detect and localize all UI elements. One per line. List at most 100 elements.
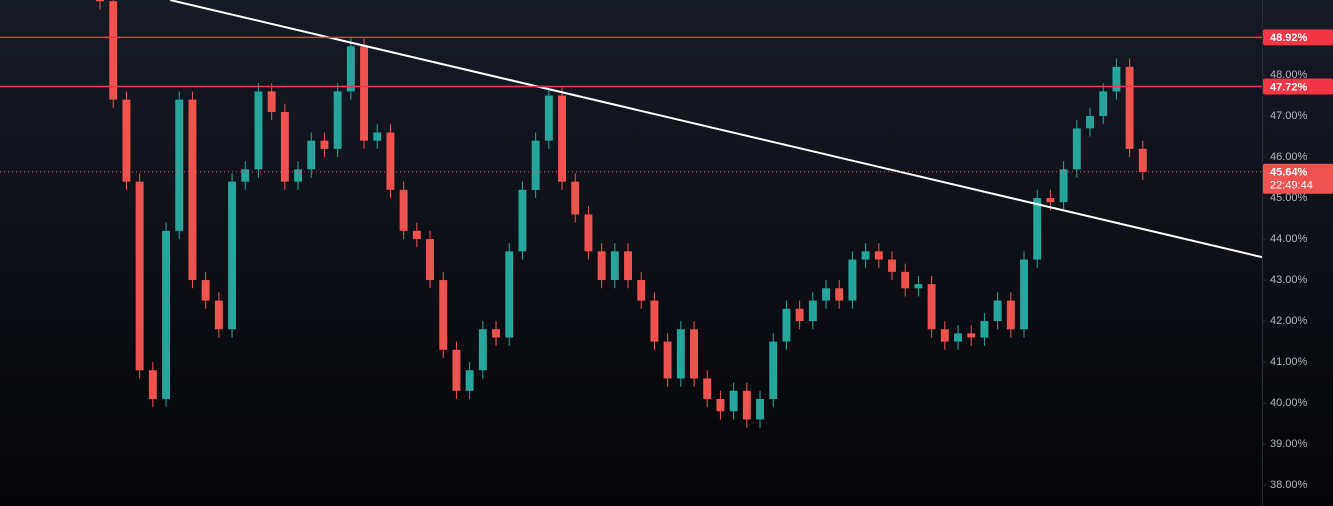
y-tick-label: 48.00% xyxy=(1270,69,1308,81)
candle-body xyxy=(307,140,316,170)
level-label: 47.72% xyxy=(1270,81,1308,93)
candle-body xyxy=(148,370,157,399)
candle-body xyxy=(558,95,566,182)
candle-body xyxy=(1112,66,1121,92)
candle-body xyxy=(452,349,461,391)
candle-body xyxy=(188,99,197,281)
candle-body xyxy=(756,398,764,420)
candle-body xyxy=(1125,66,1134,149)
candle-body xyxy=(584,214,593,252)
candle-body xyxy=(412,230,421,240)
candle-body xyxy=(571,181,580,215)
candle-body xyxy=(399,189,408,231)
candle-body xyxy=(1046,198,1055,203)
candle-body xyxy=(835,288,844,301)
candle-body xyxy=(610,251,619,281)
level-label: 48.92% xyxy=(1270,32,1308,44)
y-tick-label: 40.00% xyxy=(1270,397,1308,409)
candle-body xyxy=(676,329,685,379)
y-tick-label: 45.00% xyxy=(1270,192,1308,204)
y-tick-label: 38.00% xyxy=(1270,479,1308,491)
y-tick-label: 46.00% xyxy=(1270,151,1308,163)
candle-body xyxy=(650,300,659,342)
candle-body xyxy=(492,329,500,338)
candle-body xyxy=(544,95,553,141)
y-tick-label: 44.00% xyxy=(1270,233,1308,245)
candle-body xyxy=(1138,148,1147,172)
candle-body xyxy=(624,251,632,281)
candle-body xyxy=(1086,116,1094,129)
candle-body xyxy=(980,321,989,338)
countdown-label: 22:49:44 xyxy=(1270,180,1313,192)
candle-body xyxy=(294,169,303,182)
candle-body xyxy=(465,370,474,391)
candle-body xyxy=(439,280,448,350)
y-tick-label: 41.00% xyxy=(1270,356,1308,368)
candle-body xyxy=(135,181,144,371)
candle-body xyxy=(795,308,804,322)
candle-body xyxy=(703,378,712,399)
candle-body xyxy=(333,91,342,149)
candle-body xyxy=(162,230,171,399)
candle-body xyxy=(254,91,263,170)
y-tick-label: 43.00% xyxy=(1270,274,1308,286)
candle-body xyxy=(782,308,791,342)
candle-body xyxy=(320,140,329,149)
candle-body xyxy=(267,91,276,112)
candle-body xyxy=(901,271,910,289)
candle-body xyxy=(96,0,105,2)
candle-body xyxy=(175,99,184,231)
candle-body xyxy=(808,300,817,322)
candle-body xyxy=(874,251,883,260)
y-tick-label: 39.00% xyxy=(1270,438,1308,450)
current-price-box xyxy=(1263,163,1333,194)
candle-body xyxy=(1033,198,1042,260)
candle-body xyxy=(426,239,434,281)
candle-body xyxy=(1072,128,1081,170)
y-tick-label: 42.00% xyxy=(1270,315,1308,327)
candle-body xyxy=(716,398,725,412)
candle-body xyxy=(531,140,540,190)
trend-line xyxy=(169,0,1263,259)
candle-body xyxy=(122,99,131,182)
current-price-label: 45.64% xyxy=(1270,167,1308,179)
candle-body xyxy=(1059,169,1068,203)
candle-body xyxy=(769,341,778,399)
candle-body xyxy=(109,1,118,100)
candle-body xyxy=(663,341,672,379)
candle-body xyxy=(637,280,646,301)
candle-body xyxy=(386,132,395,190)
candle-body xyxy=(914,284,923,289)
candle-body xyxy=(505,251,514,338)
candle-body xyxy=(518,189,527,252)
candle-body xyxy=(927,284,936,330)
candle-body xyxy=(967,333,976,338)
candle-body xyxy=(940,329,949,342)
candle-body xyxy=(861,251,870,260)
candle-body xyxy=(360,46,369,141)
candle-body xyxy=(742,390,751,420)
candle-body xyxy=(1006,300,1015,330)
candle-body xyxy=(954,333,962,342)
candle-body xyxy=(848,259,857,301)
candle-body xyxy=(690,329,698,379)
candle-body xyxy=(888,259,896,272)
candle-body xyxy=(228,181,237,330)
candle-body xyxy=(280,111,289,182)
candle-body xyxy=(822,288,830,301)
candle-body xyxy=(241,169,250,182)
candle-body xyxy=(214,300,223,330)
candle-body xyxy=(346,46,355,92)
candle-body xyxy=(373,132,382,141)
candle-body xyxy=(1020,259,1028,330)
candle-body xyxy=(597,251,606,281)
candle-body xyxy=(993,300,1002,322)
level-label-box xyxy=(1263,29,1333,46)
candle-body xyxy=(201,280,210,301)
candle-body xyxy=(1099,91,1108,117)
candle-body xyxy=(478,329,487,371)
candle-body xyxy=(729,390,738,412)
level-label-box xyxy=(1263,78,1333,95)
